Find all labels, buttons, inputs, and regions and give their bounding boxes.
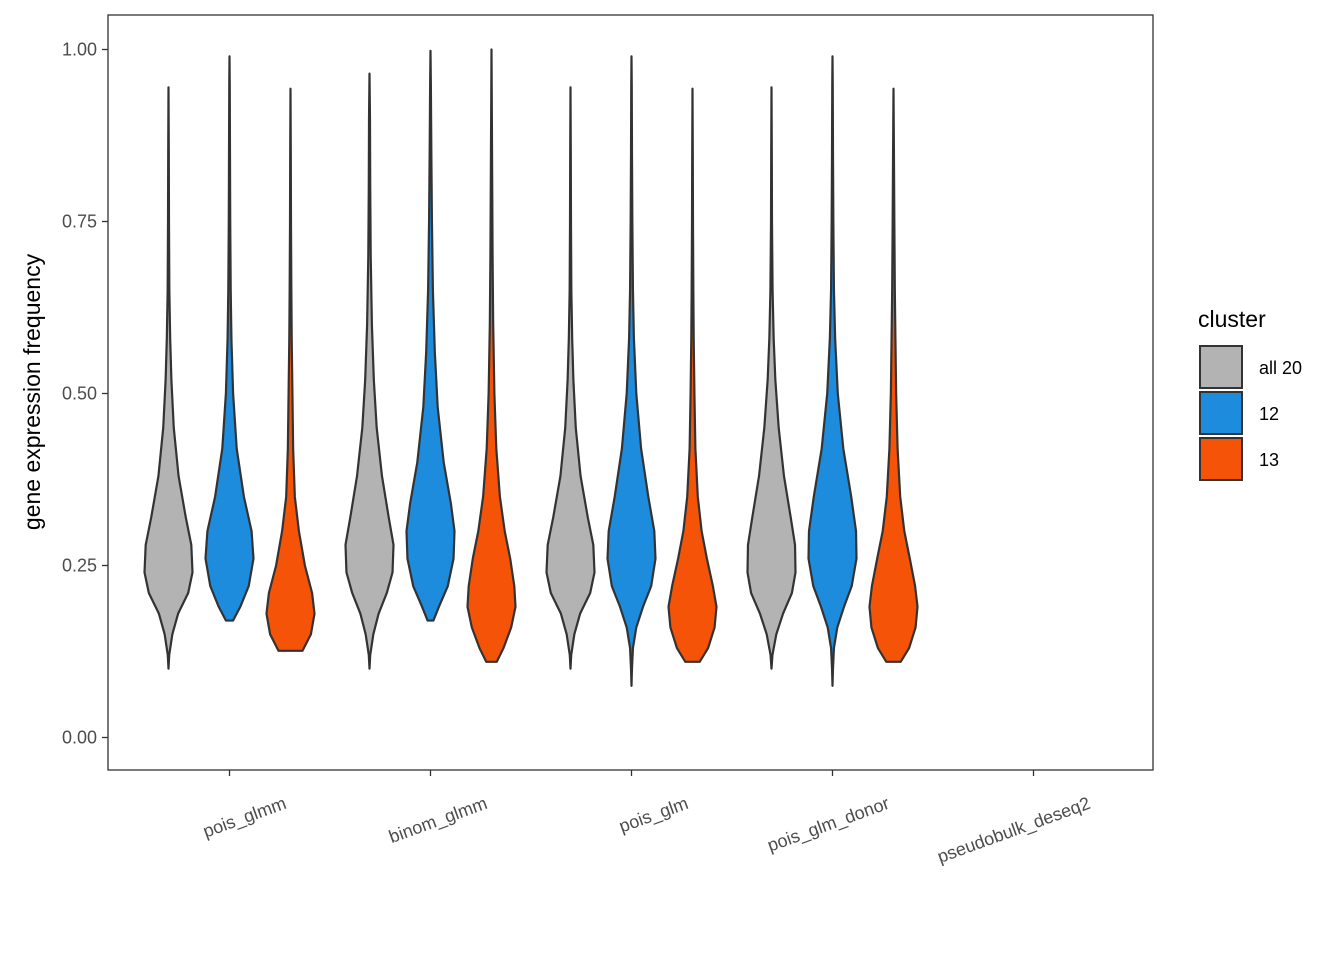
y-tick-label: 0.75 [62,212,97,232]
plot-panel-border [107,14,1154,771]
legend-key [1199,437,1243,481]
x-tick-label: pois_glm_donor [765,793,893,857]
legend-key [1199,391,1243,435]
violin-12-pois_glmm [204,55,255,622]
legend-label: all 20 [1259,358,1302,378]
x-tick-label: binom_glmm [386,793,490,848]
violin-13-pois_glm_donor [868,87,919,663]
x-tick-label: pois_glm [616,793,691,837]
violin-13-pois_glm [667,87,718,663]
violin-all-20-pois_glm [545,86,596,670]
y-axis: 0.00 0.25 0.50 0.75 1.00 [62,40,108,748]
y-tick-label: 0.25 [62,556,97,576]
violin-all-20-pois_glmm [143,86,194,670]
x-axis: pois_glmm binom_glmm pois_glm pois_glm_dono… [200,770,1093,868]
violin-13-pois_glmm [265,87,316,652]
violin-13-binom_glmm [466,48,517,663]
legend-key [1199,345,1243,389]
violins-layer [143,48,919,687]
violin-12-pois_glm [606,55,657,687]
y-axis-title: gene expression frequency [19,253,45,530]
y-tick-label: 1.00 [62,40,97,60]
violin-all-20-pois_glm_donor [746,86,797,670]
legend-label: 12 [1259,404,1279,424]
violin-all-20-binom_glmm [344,72,395,670]
legend-title: cluster [1198,306,1266,332]
x-tick-label: pois_glmm [200,793,289,843]
x-tick-label: pseudobulk_deseq2 [935,793,1094,868]
violin-12-binom_glmm [405,49,456,622]
y-tick-label: 0.50 [62,384,97,404]
legend: cluster all 20 12 13 [1198,306,1302,481]
legend-label: 13 [1259,450,1279,470]
violin-12-pois_glm_donor [807,55,858,687]
y-tick-label: 0.00 [62,728,97,748]
